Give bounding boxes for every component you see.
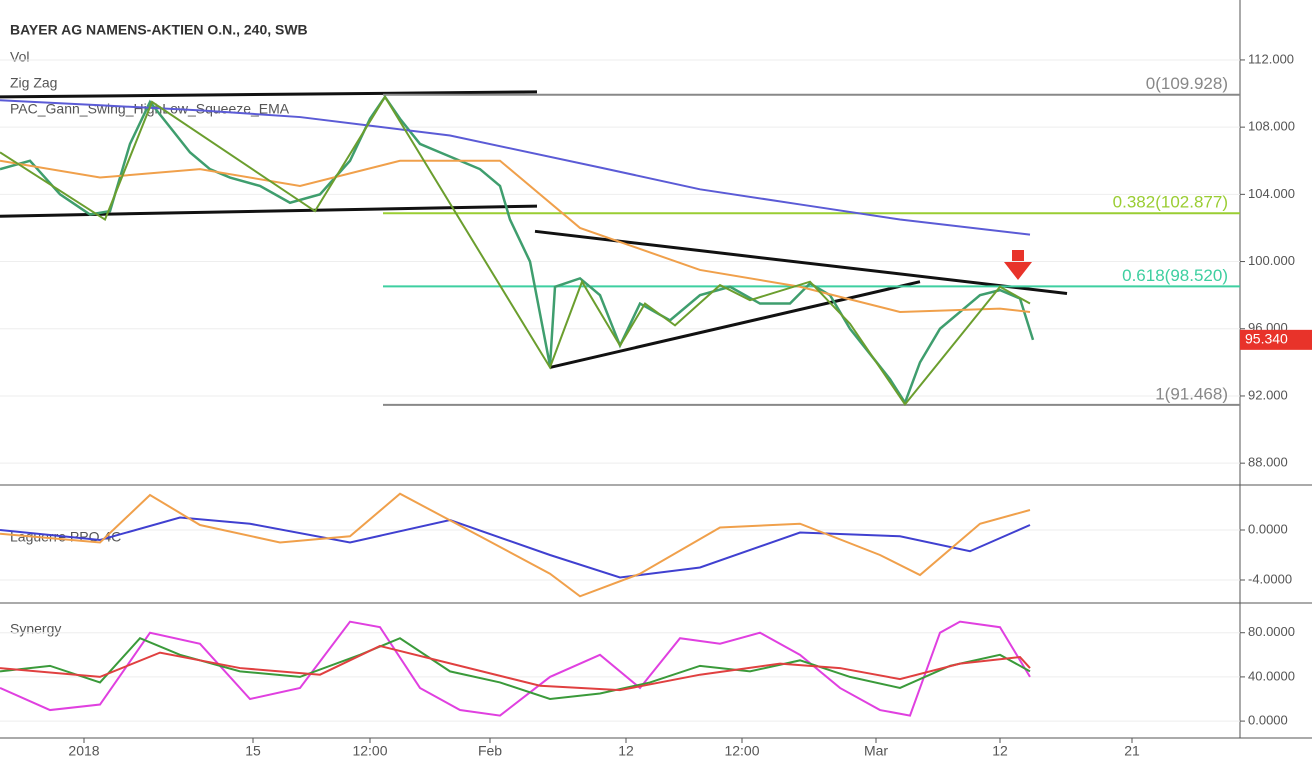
chart-title: BAYER AG NAMENS-AKTIEN O.N., 240, SWB — [10, 22, 308, 38]
trendline — [534, 229, 1068, 295]
y-tick-label: 0.0000 — [1248, 521, 1288, 536]
y-tick-label: -4.0000 — [1248, 571, 1292, 586]
series-line — [0, 94, 1031, 407]
x-tick-label: 12 — [618, 743, 634, 759]
x-tick-label: 12:00 — [724, 743, 759, 759]
fib-label: 0.382(102.877) — [1113, 193, 1228, 212]
x-tick-label: Feb — [478, 743, 502, 759]
y-tick-label: 104.000 — [1248, 186, 1295, 201]
panel-title: Synergy — [10, 621, 61, 637]
y-tick-label: 92.000 — [1248, 387, 1288, 402]
series-line — [0, 516, 1031, 579]
series-line — [0, 492, 1031, 598]
series-line — [0, 620, 1031, 717]
y-tick-label: 100.000 — [1248, 253, 1295, 268]
fib-label: 1(91.468) — [1155, 384, 1228, 403]
trendline — [0, 90, 538, 99]
y-tick-label: 88.000 — [1248, 455, 1288, 470]
y-tick-label: 40.0000 — [1248, 668, 1295, 683]
series-line — [0, 637, 1031, 701]
series-line — [0, 94, 1035, 406]
x-tick-label: 12 — [992, 743, 1008, 759]
trendline — [549, 280, 921, 369]
indicator-label: Vol — [10, 49, 29, 65]
x-tick-label: Mar — [864, 743, 888, 759]
series-line — [0, 644, 1031, 692]
x-tick-label: 15 — [245, 743, 261, 759]
last-price-box — [1240, 329, 1312, 350]
arrow-icon — [1004, 250, 1032, 280]
x-tick-label: 12:00 — [352, 743, 387, 759]
series-line — [0, 159, 1031, 313]
y-tick-label: 108.000 — [1248, 119, 1295, 134]
y-tick-label: 80.0000 — [1248, 624, 1295, 639]
x-tick-label: 2018 — [68, 743, 99, 759]
fib-label: 0(109.928) — [1146, 74, 1228, 93]
y-tick-label: 0.0000 — [1248, 713, 1288, 728]
indicator-label: Zig Zag — [10, 75, 57, 91]
fib-label: 0.618(98.520) — [1122, 266, 1228, 285]
last-price-label: 95.340 — [1245, 331, 1288, 347]
x-tick-label: 21 — [1124, 743, 1140, 759]
y-tick-label: 112.000 — [1248, 51, 1294, 66]
